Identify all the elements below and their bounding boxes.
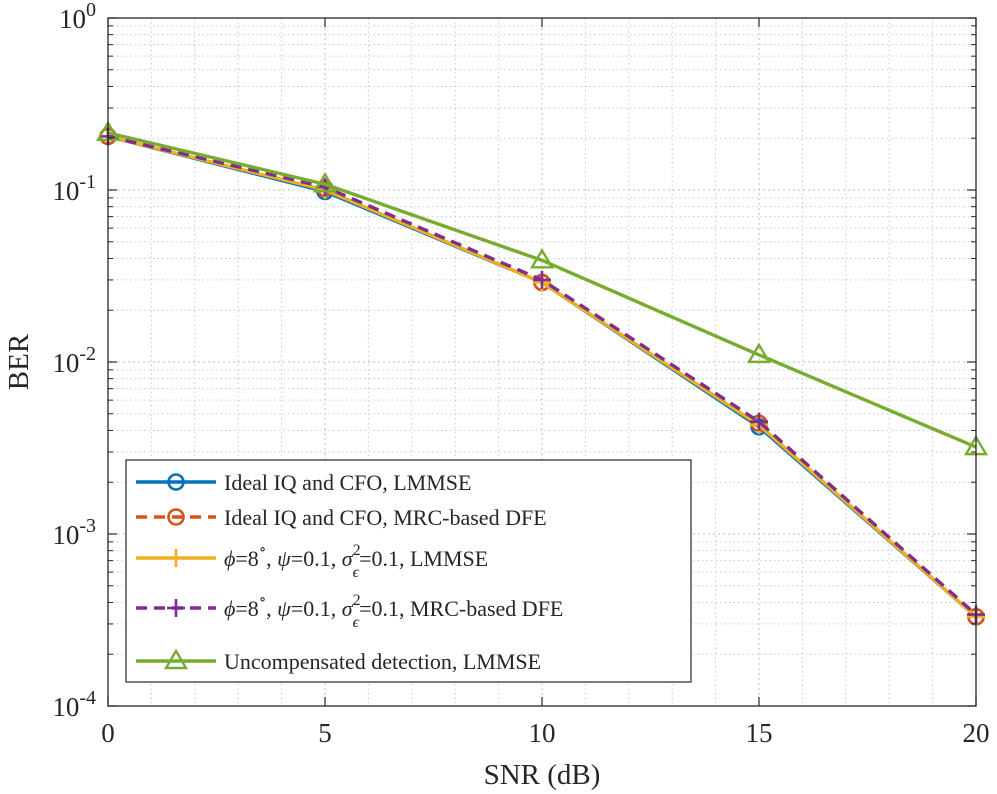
y-axis-label: BER: [3, 333, 35, 390]
data-point-triangle: [163, 648, 189, 670]
data-point-plus: [167, 599, 185, 617]
legend-item-5: Uncompensated detection, LMMSE: [136, 648, 541, 674]
grid: [107, 17, 977, 707]
legend-item-2: Ideal IQ and CFO, MRC-based DFE: [136, 505, 547, 530]
data-point-plus: [167, 549, 185, 567]
legend-item-1: Ideal IQ and CFO, LMMSE: [136, 470, 471, 495]
y-tick-label: 10-4: [52, 687, 96, 722]
data-point-circle: [167, 473, 185, 491]
x-tick-label: 15: [746, 718, 773, 748]
legend-label: Ideal IQ and CFO, MRC-based DFE: [224, 505, 547, 530]
legend-label: Uncompensated detection, LMMSE: [224, 649, 541, 674]
x-tick-label: 20: [963, 718, 990, 748]
x-tick-label: 0: [101, 718, 115, 748]
legend-box: [125, 459, 692, 683]
ticks: [107, 17, 977, 707]
y-tick-label: 100: [59, 0, 96, 34]
y-tick-label: 10-1: [52, 171, 96, 206]
data-point-plus: [533, 270, 551, 289]
legend-label: ϕ=8∘, ψ=0.1, σ2 ϵ=0.1, LMMSE: [224, 542, 488, 581]
y-tick-label: 10-2: [52, 343, 96, 378]
legend-item-3: ϕ=8∘, ψ=0.1, σ2 ϵ=0.1, LMMSE: [136, 542, 488, 581]
series-layer: [95, 120, 989, 626]
data-point-plus: [750, 412, 768, 431]
legend-label: Ideal IQ and CFO, LMMSE: [224, 470, 471, 495]
legend: Ideal IQ and CFO, LMMSE Ideal IQ and CFO,…: [125, 459, 692, 683]
x-axis-label: SNR (dB): [484, 759, 601, 791]
data-point-triangle: [746, 342, 772, 364]
y-tick-label: 10-3: [52, 515, 96, 550]
data-point-triangle: [312, 171, 338, 193]
tick-labels: 0 5 10 15 20 10-4 10-3 10-2 10-1 100: [52, 0, 989, 748]
series-line-5: [107, 131, 977, 449]
x-tick-label: 5: [318, 718, 332, 748]
legend-label: ϕ=8∘, ψ=0.1, σ2 ϵ=0.1, MRC-based DFE: [224, 592, 563, 631]
data-point-triangle: [529, 247, 555, 269]
x-tick-label: 10: [529, 718, 556, 748]
data-point-circle: [167, 508, 185, 526]
legend-item-4: ϕ=8∘, ψ=0.1, σ2 ϵ=0.1, MRC-based DFE: [136, 592, 563, 631]
